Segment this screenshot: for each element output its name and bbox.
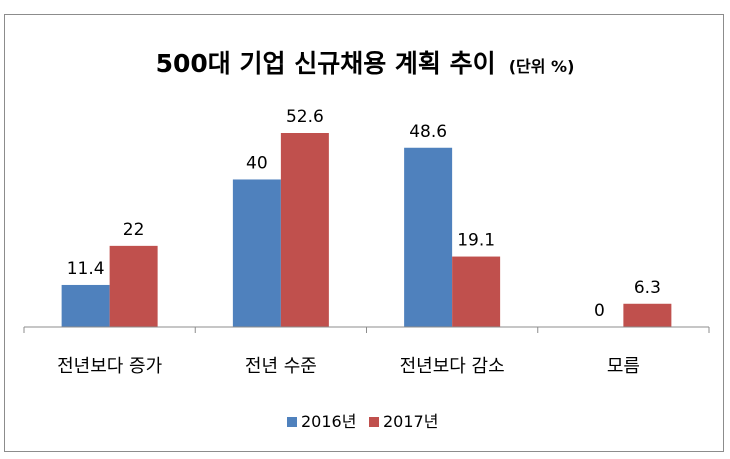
category-label-2: 전년 수준 [245,356,317,377]
x-axis-ticks [23,327,710,333]
value-label-2-1: 22 [123,220,145,240]
value-label-1-1: 11.4 [67,259,105,279]
legend-label-1: 2016년 [301,412,356,431]
bar-1-2 [232,179,281,327]
value-label-1-2: 40 [246,153,268,173]
chart-title: 500대 기업 신규채용 계획 추이 (단위 %) [156,49,575,78]
value-label-2-3: 19.1 [457,231,495,251]
bar-2-4 [623,303,672,327]
category-label-4: 모름 [607,356,640,377]
legend-swatch-2 [369,417,379,427]
chart-title-main: 500대 기업 신규채용 계획 추이 [156,49,496,78]
category-label-3: 전년보다 감소 [400,356,505,377]
bar-2-2 [280,133,329,327]
chart-frame [4,14,724,452]
legend-label-2: 2017년 [383,412,438,431]
value-label-2-2: 52.6 [286,107,324,127]
value-labels-group: 11.4 22 40 52.6 48.6 19.1 0 6.3 [67,107,661,321]
bar-1-1 [61,284,110,327]
value-label-2-4: 6.3 [634,278,661,298]
chart-title-unit: (단위 %) [509,57,575,76]
category-label-1: 전년보다 증가 [57,356,162,377]
bar-2-1 [109,245,158,327]
legend-swatch-1 [287,417,297,427]
bar-2-3 [452,256,501,327]
value-label-1-3: 48.6 [409,122,447,142]
value-label-1-4: 0 [594,301,605,321]
bars-group [61,133,672,327]
bar-1-3 [404,147,453,327]
category-labels-group: 전년보다 증가 전년 수준 전년보다 감소 모름 [57,356,640,377]
legend: 2016년 2017년 [287,412,438,431]
